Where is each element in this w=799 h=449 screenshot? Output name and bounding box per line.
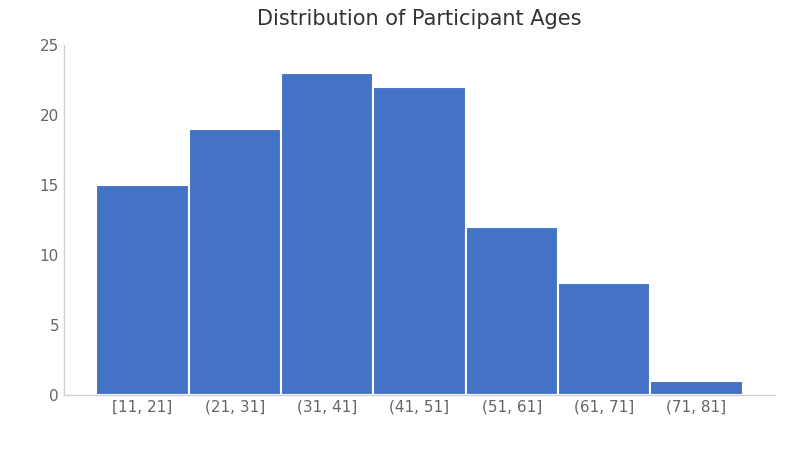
Title: Distribution of Participant Ages: Distribution of Participant Ages	[257, 9, 582, 30]
Bar	[373, 87, 466, 395]
Bar	[96, 185, 189, 395]
Bar	[558, 283, 650, 395]
Bar	[466, 227, 558, 395]
Bar	[189, 129, 281, 395]
Bar	[650, 381, 743, 395]
Bar	[281, 73, 373, 395]
